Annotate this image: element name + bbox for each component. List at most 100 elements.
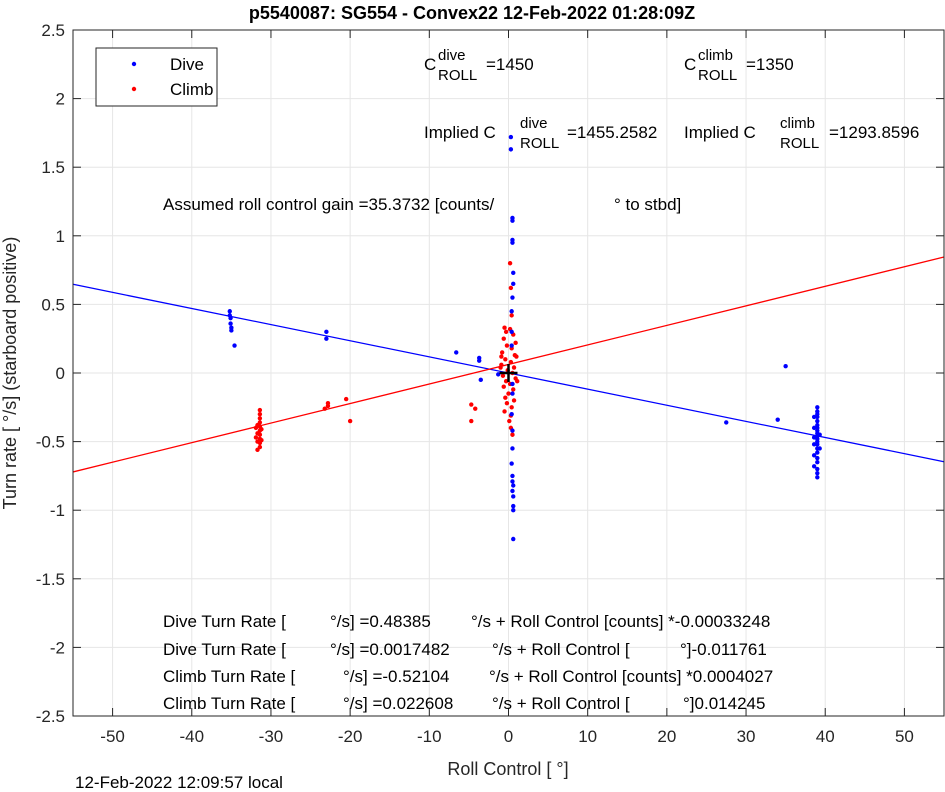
x-tick-label: -20 (338, 727, 363, 746)
y-axis-label: Turn rate [ °/s] (starboard positive) (0, 237, 20, 510)
dive-point (509, 343, 514, 348)
climb-point (514, 354, 519, 359)
dive-point (815, 475, 820, 480)
climb-series (253, 261, 520, 453)
dive-point (508, 134, 514, 140)
c-roll-climb-sup: climb (698, 47, 733, 64)
dive-point (509, 309, 514, 314)
dive-point (509, 461, 514, 466)
climb-point (511, 387, 516, 392)
x-tick-label: -50 (100, 727, 125, 746)
dive-point (510, 240, 515, 245)
fit4-part-c: °/s + Roll Control [ (492, 694, 630, 713)
c-roll-climb-base: C (684, 55, 696, 74)
implied-climb-annotation: Implied C climb ROLL =1293.8596 (684, 115, 919, 152)
implied-dive-value: =1455.2582 (567, 123, 657, 142)
fit3-part-a: Climb Turn Rate [ (163, 667, 296, 686)
climb-point (513, 340, 518, 346)
climb-point (515, 379, 520, 384)
y-tick-label: 0 (56, 364, 65, 383)
roll-gain-units: ° to stbd] (614, 195, 681, 214)
y-tick-label: 1.5 (41, 158, 65, 177)
dive-point (510, 473, 515, 479)
dive-point (811, 442, 817, 447)
fit2-part-d: °]-0.011761 (680, 640, 767, 659)
dive-point (511, 483, 516, 488)
x-tick-label: 40 (816, 727, 835, 746)
c-roll-dive-sub: ROLL (438, 67, 477, 84)
dive-point (509, 329, 514, 335)
c-roll-climb-value: =1350 (746, 55, 794, 74)
y-tick-label: 2.5 (41, 21, 65, 40)
climb-point (343, 396, 349, 402)
climb-point (469, 402, 474, 407)
dive-point (228, 321, 233, 326)
y-tick-label: 1 (56, 227, 65, 246)
implied-climb-value: =1293.8596 (829, 123, 919, 142)
c-roll-climb-annotation: C climb ROLL =1350 (684, 47, 794, 84)
implied-climb-sub: ROLL (780, 135, 819, 152)
legend-dive-marker (131, 61, 137, 67)
climb-point (253, 425, 259, 431)
dive-point (324, 336, 329, 341)
dive-point (510, 381, 515, 387)
c-roll-dive-annotation: C dive ROLL =1450 (424, 47, 534, 84)
implied-dive-sup: dive (520, 115, 548, 132)
dive-point (510, 295, 515, 300)
x-tick-label: 50 (895, 727, 914, 746)
y-tick-label: -2 (50, 638, 65, 657)
fit2-part-c: °/s + Roll Control [ (492, 640, 630, 659)
dive-point (496, 372, 501, 377)
dive-series (227, 134, 822, 542)
dive-point (815, 470, 820, 476)
chart-title: p5540087: SG554 - Convex22 12-Feb-2022 0… (249, 3, 695, 23)
x-tick-label: 0 (504, 727, 513, 746)
dive-point (324, 329, 329, 335)
climb-point (499, 354, 504, 359)
climb-point (503, 379, 509, 384)
implied-climb-sup: climb (780, 115, 815, 132)
dive-point (511, 270, 516, 276)
fit1-part-a: Dive Turn Rate [ (163, 612, 286, 631)
climb-point (469, 418, 474, 424)
dive-point (509, 411, 514, 417)
climb-point (499, 350, 505, 355)
fit4-part-a: Climb Turn Rate [ (163, 694, 296, 713)
dive-point (232, 343, 237, 348)
implied-climb-base: Implied C (684, 123, 756, 142)
dive-point (817, 446, 822, 451)
fit2-part-b: °/s] =0.0017482 (330, 640, 450, 659)
axis-ticks (73, 29, 944, 717)
dive-point (511, 494, 516, 499)
dive-point (775, 417, 780, 422)
climb-point (473, 406, 478, 411)
dive-point (811, 453, 817, 458)
climb-point (255, 447, 260, 453)
legend-climb-marker (131, 86, 137, 92)
x-tick-label: -10 (417, 727, 442, 746)
scatter-points (227, 134, 822, 542)
dive-point (477, 358, 482, 363)
dive-point (724, 420, 729, 425)
y-tick-label: -0.5 (36, 433, 65, 452)
dive-point (510, 428, 515, 433)
x-axis-label: Roll Control [ °] (447, 759, 568, 779)
c-roll-dive-base: C (424, 55, 436, 74)
dive-point (815, 466, 820, 472)
fit4-part-b: °/s] =0.022608 (343, 694, 453, 713)
dive-point (478, 377, 483, 383)
implied-dive-sub: ROLL (520, 135, 559, 152)
climb-point (502, 409, 507, 414)
dive-point (815, 418, 820, 424)
dive-point (815, 450, 820, 455)
dive-point (511, 536, 516, 542)
x-tick-label: 30 (737, 727, 756, 746)
climb-point (257, 411, 263, 417)
climb-point (509, 405, 514, 410)
climb-point (503, 357, 508, 362)
fit4-part-d: °]0.014245 (683, 694, 765, 713)
fit1-part-b: °/s] =0.48385 (330, 612, 431, 631)
climb-point (325, 400, 331, 406)
climb-point (255, 431, 260, 436)
dive-point (815, 414, 820, 420)
